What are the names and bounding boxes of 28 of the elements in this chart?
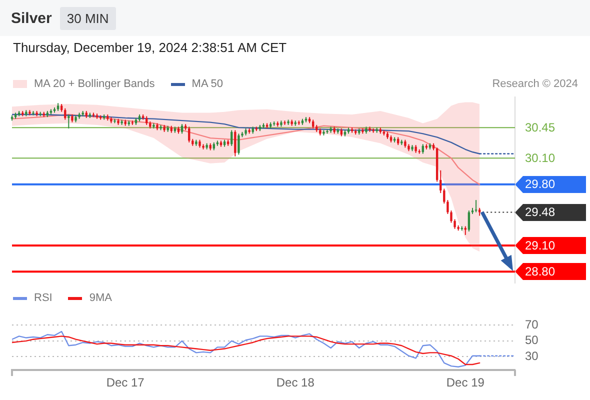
ref-line-label: 30.10	[525, 150, 556, 165]
ref-line-label: 30.45	[525, 120, 556, 134]
y-tick-label: 70	[525, 318, 539, 332]
ref-line-label: 29.10	[525, 238, 556, 252]
ref-line-label: 29.80	[525, 177, 556, 192]
y-tick-label: 50	[525, 333, 539, 348]
ref-line-label: 28.80	[525, 264, 556, 278]
candlestick	[440, 170, 442, 194]
candlestick	[230, 130, 233, 146]
candlestick	[64, 108, 66, 120]
text: 30 MIN	[60, 6, 116, 30]
x-tick-label: Dec 19	[446, 376, 485, 390]
x-tick-label: Dec 17	[106, 376, 145, 390]
x-tick-label: Dec 18	[276, 376, 315, 390]
text: Research © 2024	[492, 78, 578, 90]
legend-label: MA 20 + Bollinger Bands	[34, 78, 155, 90]
legend-label: 9MA	[89, 292, 112, 304]
candlestick	[188, 126, 190, 143]
candlestick	[238, 133, 240, 156]
legend-label: RSI	[34, 292, 52, 304]
ref-line-label: 29.48	[525, 205, 556, 220]
y-tick-label: 30	[525, 348, 539, 363]
chart-subtitle: Thursday, December 19, 2024 2:38:51 AM CET	[13, 39, 287, 57]
candlestick	[234, 130, 236, 157]
candlestick	[454, 218, 456, 230]
candlestick	[68, 114, 70, 129]
legend-label: MA 50	[192, 78, 223, 90]
chart-title: Silver	[11, 10, 52, 26]
